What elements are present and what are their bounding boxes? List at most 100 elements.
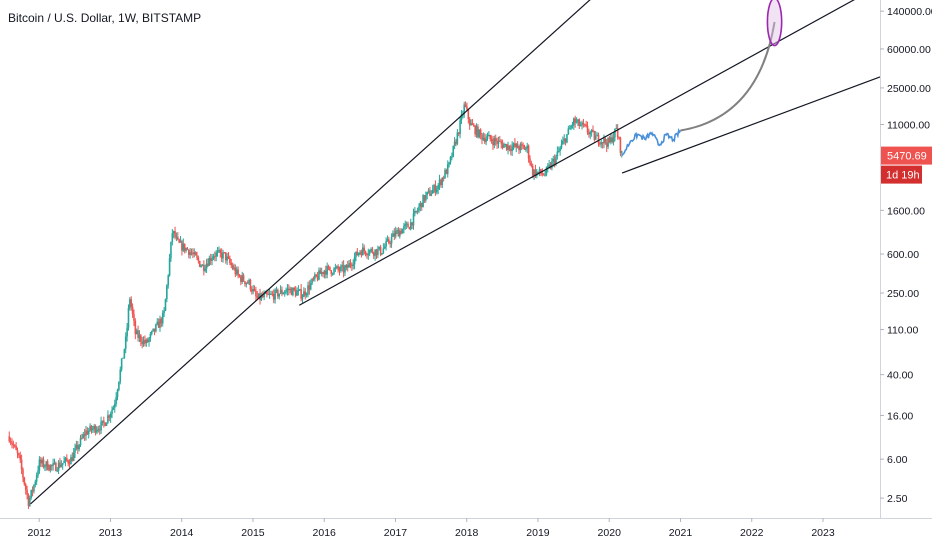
candle-body — [46, 461, 49, 470]
candle-body — [112, 407, 115, 410]
candle-body — [542, 174, 545, 176]
candle-body — [138, 335, 141, 338]
candle-body — [600, 142, 603, 145]
candle-body — [308, 285, 311, 290]
candle-body — [290, 288, 293, 296]
candle-body — [193, 252, 196, 255]
candle-body — [571, 125, 574, 127]
candle-body — [23, 477, 26, 485]
candle-body — [179, 241, 182, 243]
projection-path[interactable] — [621, 128, 682, 157]
candle-body — [92, 428, 94, 431]
candle-body — [166, 285, 168, 300]
x-tick-label: 2023 — [811, 527, 835, 539]
y-tick-label: 25000.00 — [887, 83, 931, 95]
candle-body — [246, 282, 249, 284]
candle-body — [89, 425, 91, 431]
candle-body — [83, 434, 86, 436]
candle-body — [470, 123, 472, 126]
candle-body — [593, 131, 596, 140]
candle-body — [107, 415, 109, 423]
candle-body — [508, 145, 511, 150]
countdown-label: 1d 19h — [886, 170, 920, 182]
y-tick-label: 16.00 — [887, 410, 913, 422]
candle-body — [79, 437, 82, 446]
candle-body — [323, 270, 326, 274]
candle-body — [222, 252, 224, 259]
candle-body — [282, 293, 285, 295]
candle-body — [538, 169, 541, 173]
candle-body — [22, 469, 24, 478]
candle-body — [530, 163, 533, 166]
candle-body — [457, 132, 460, 134]
candle-body — [33, 485, 35, 492]
x-tick-label: 2017 — [384, 527, 408, 539]
candle-body — [603, 138, 605, 144]
candle-body — [85, 430, 87, 436]
candle-body — [68, 463, 71, 465]
x-tick-label: 2019 — [526, 527, 550, 539]
candle-body — [120, 358, 123, 370]
candle-body — [509, 149, 512, 151]
candle-body — [215, 252, 217, 257]
projection-curve[interactable] — [680, 21, 776, 132]
candle-body — [153, 328, 156, 332]
candle-body — [377, 249, 379, 256]
candle-body — [212, 256, 215, 259]
candle-body — [455, 141, 457, 144]
candle-body — [552, 158, 555, 162]
candle-body — [148, 338, 150, 342]
candle-body — [201, 264, 204, 267]
candle-body — [59, 462, 61, 467]
candle-body — [434, 185, 437, 193]
candle-body — [392, 233, 394, 237]
candle-body — [594, 135, 597, 140]
candle-body — [416, 210, 419, 212]
candle-body — [511, 146, 513, 151]
candle-body — [140, 335, 142, 342]
candle-body — [514, 143, 516, 147]
candle-body — [27, 494, 30, 506]
candle-body — [456, 132, 459, 144]
candle-body — [445, 169, 448, 175]
candle-body — [170, 241, 172, 259]
candle-body — [500, 141, 502, 144]
candle-body — [442, 177, 445, 179]
candle-body — [396, 229, 398, 232]
candle-body — [26, 489, 28, 495]
candle-body — [38, 459, 41, 471]
candle-body — [516, 143, 519, 149]
candle-body — [334, 267, 337, 269]
candle-body — [29, 497, 31, 506]
candle-body — [257, 293, 260, 298]
candle-body — [319, 270, 322, 275]
candle-body — [305, 293, 308, 296]
candle-body — [104, 422, 106, 426]
upper-channel-line[interactable] — [30, 0, 595, 505]
candle-body — [300, 289, 302, 299]
middle-channel-line[interactable] — [298, 0, 862, 306]
candle-body — [523, 146, 526, 150]
candle-body — [285, 290, 287, 293]
candle-body — [566, 134, 568, 143]
candle-body — [370, 248, 372, 251]
candle-body — [619, 137, 622, 153]
x-tick-label: 2016 — [313, 527, 337, 539]
candle-body — [226, 256, 228, 261]
candle-body — [241, 275, 244, 282]
candle-body — [267, 294, 270, 296]
candle-body — [592, 130, 594, 132]
candle-body — [599, 143, 601, 145]
target-circle[interactable] — [766, 0, 783, 47]
projection-group — [621, 0, 783, 157]
candle-body — [113, 403, 116, 408]
candle-body — [204, 268, 207, 271]
candle-body — [490, 139, 493, 142]
candle-body — [553, 158, 556, 164]
trendlines-group — [30, 0, 881, 505]
candle-body — [489, 134, 492, 140]
lower-support-line[interactable] — [621, 76, 881, 174]
candle-body — [108, 415, 111, 418]
candle-body — [330, 270, 333, 274]
